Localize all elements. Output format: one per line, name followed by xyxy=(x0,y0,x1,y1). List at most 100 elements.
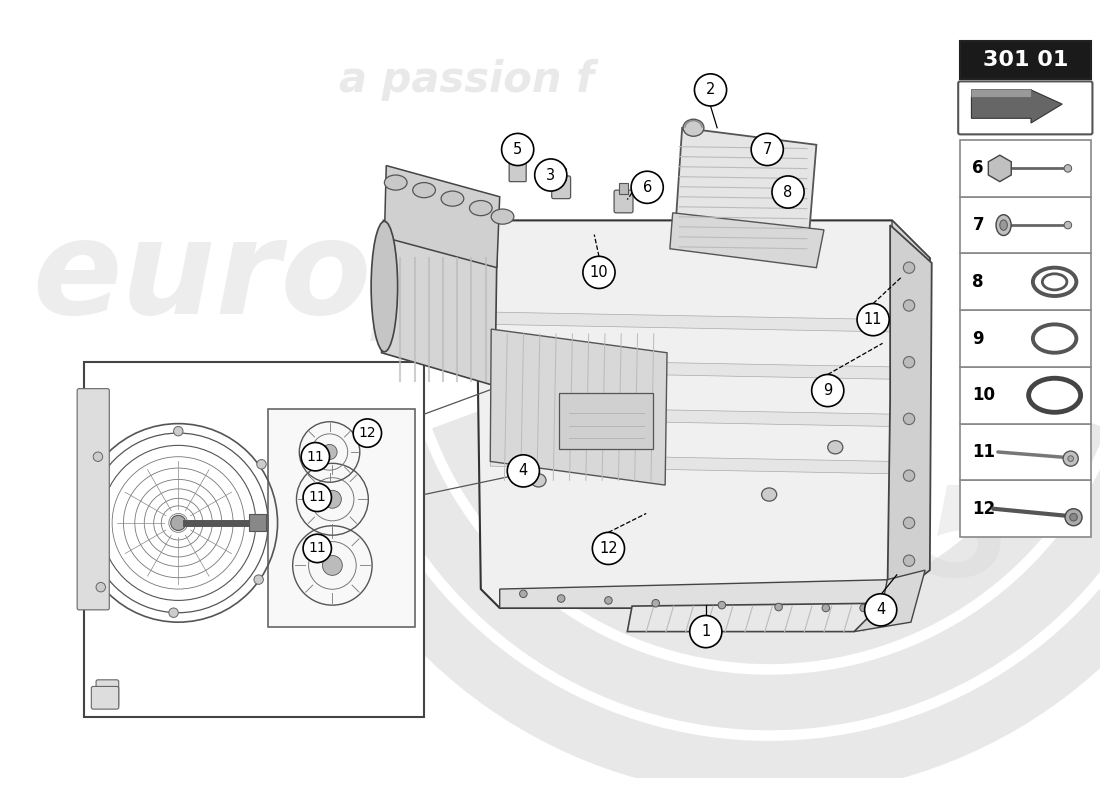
Circle shape xyxy=(652,599,660,607)
Text: 12: 12 xyxy=(600,541,618,556)
Polygon shape xyxy=(888,225,932,603)
Text: 5: 5 xyxy=(513,142,522,157)
Text: 4: 4 xyxy=(876,602,886,618)
Circle shape xyxy=(519,590,527,598)
Text: a passion f: a passion f xyxy=(339,59,594,102)
Ellipse shape xyxy=(996,214,1011,235)
Circle shape xyxy=(322,555,342,575)
Ellipse shape xyxy=(441,191,464,206)
FancyBboxPatch shape xyxy=(250,514,266,531)
Text: 9: 9 xyxy=(823,383,833,398)
Circle shape xyxy=(718,602,726,609)
FancyBboxPatch shape xyxy=(619,182,628,194)
Text: 11: 11 xyxy=(972,443,996,461)
Text: 301 01: 301 01 xyxy=(982,50,1068,70)
Circle shape xyxy=(502,134,534,166)
Ellipse shape xyxy=(531,474,546,487)
Ellipse shape xyxy=(1000,220,1008,230)
Polygon shape xyxy=(491,454,894,474)
Circle shape xyxy=(860,604,868,612)
Text: 12: 12 xyxy=(972,500,996,518)
Text: 8: 8 xyxy=(783,185,793,199)
Text: 11: 11 xyxy=(308,490,326,504)
Circle shape xyxy=(1069,514,1077,521)
Circle shape xyxy=(256,459,266,469)
Circle shape xyxy=(304,534,331,562)
FancyBboxPatch shape xyxy=(960,197,1090,254)
Text: 3: 3 xyxy=(547,167,556,182)
Circle shape xyxy=(822,604,829,612)
Polygon shape xyxy=(491,406,894,426)
Text: 4: 4 xyxy=(519,463,528,478)
Circle shape xyxy=(1063,451,1078,466)
Ellipse shape xyxy=(384,175,407,190)
Text: 7: 7 xyxy=(972,216,984,234)
Ellipse shape xyxy=(470,201,492,216)
Circle shape xyxy=(322,445,337,459)
Circle shape xyxy=(605,597,613,604)
Circle shape xyxy=(774,603,782,611)
Text: 2: 2 xyxy=(706,82,715,98)
FancyBboxPatch shape xyxy=(268,410,415,627)
Circle shape xyxy=(323,490,341,508)
Circle shape xyxy=(903,262,915,274)
Ellipse shape xyxy=(761,488,777,501)
Ellipse shape xyxy=(492,209,514,224)
Text: 985: 985 xyxy=(752,482,1013,602)
Polygon shape xyxy=(491,329,667,485)
Circle shape xyxy=(96,582,106,592)
Circle shape xyxy=(301,442,330,471)
Polygon shape xyxy=(499,570,911,608)
Circle shape xyxy=(535,159,566,191)
FancyBboxPatch shape xyxy=(91,686,119,709)
Circle shape xyxy=(558,594,565,602)
FancyBboxPatch shape xyxy=(960,140,1090,197)
FancyBboxPatch shape xyxy=(960,424,1090,480)
Text: 10: 10 xyxy=(972,386,996,404)
Polygon shape xyxy=(670,213,824,268)
Circle shape xyxy=(903,414,915,425)
Text: 12: 12 xyxy=(359,426,376,440)
Polygon shape xyxy=(476,220,930,608)
Polygon shape xyxy=(674,128,816,260)
Text: 6: 6 xyxy=(642,180,652,194)
Circle shape xyxy=(903,518,915,529)
Text: 6: 6 xyxy=(972,159,983,178)
Polygon shape xyxy=(882,220,930,608)
Polygon shape xyxy=(384,166,499,268)
Circle shape xyxy=(593,532,625,565)
Text: 1: 1 xyxy=(701,624,711,639)
Circle shape xyxy=(903,555,915,566)
Ellipse shape xyxy=(371,222,397,352)
FancyBboxPatch shape xyxy=(557,168,565,180)
FancyBboxPatch shape xyxy=(559,394,653,449)
Circle shape xyxy=(254,575,263,584)
Ellipse shape xyxy=(412,182,436,198)
Circle shape xyxy=(353,419,382,447)
Circle shape xyxy=(1068,456,1074,462)
FancyBboxPatch shape xyxy=(971,89,1031,97)
Circle shape xyxy=(304,483,331,511)
FancyBboxPatch shape xyxy=(960,254,1090,310)
Circle shape xyxy=(170,515,186,530)
FancyBboxPatch shape xyxy=(960,310,1090,367)
FancyBboxPatch shape xyxy=(614,190,632,213)
Text: 10: 10 xyxy=(590,265,608,280)
Polygon shape xyxy=(988,155,1011,182)
Text: 8: 8 xyxy=(972,273,983,291)
FancyBboxPatch shape xyxy=(960,41,1090,78)
Circle shape xyxy=(751,134,783,166)
FancyBboxPatch shape xyxy=(552,176,571,198)
Circle shape xyxy=(1064,165,1071,172)
Circle shape xyxy=(507,455,539,487)
Polygon shape xyxy=(855,570,925,632)
FancyBboxPatch shape xyxy=(958,82,1092,134)
FancyBboxPatch shape xyxy=(77,389,109,610)
Ellipse shape xyxy=(683,119,704,136)
Circle shape xyxy=(1065,509,1082,526)
Circle shape xyxy=(812,374,844,406)
Circle shape xyxy=(690,615,722,648)
FancyBboxPatch shape xyxy=(96,680,119,707)
Circle shape xyxy=(694,74,727,106)
Polygon shape xyxy=(491,312,894,332)
